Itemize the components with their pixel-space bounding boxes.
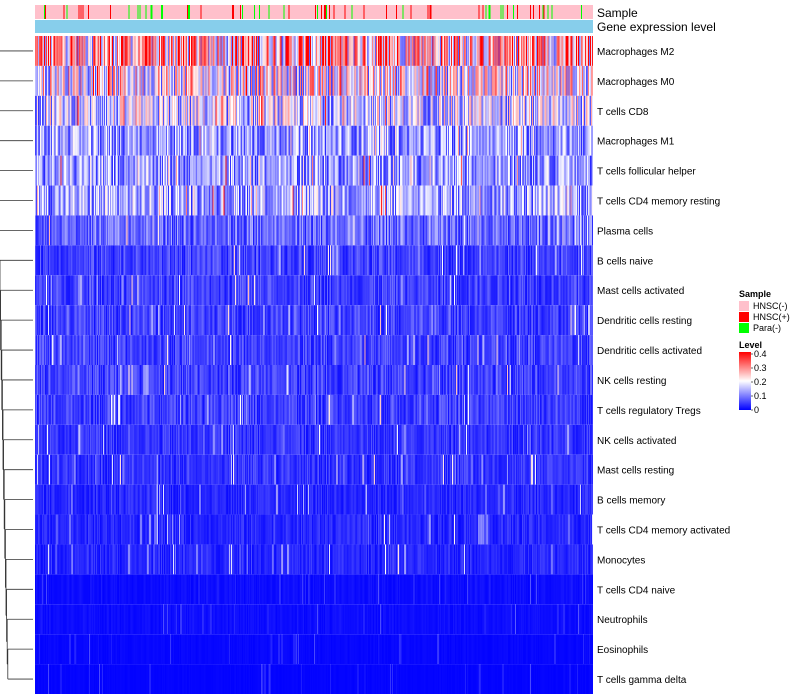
row-label: Plasma cells xyxy=(597,226,653,237)
row-label: Mast cells activated xyxy=(597,286,684,297)
heatmap-row-cells xyxy=(35,514,593,545)
heatmap-row-cells xyxy=(35,245,593,276)
level-annotation-bar xyxy=(35,20,593,33)
heatmap-row-cells xyxy=(35,484,593,515)
sample-annotation-cells xyxy=(35,5,593,19)
heatmap-row-cells xyxy=(35,305,593,336)
heatmap-row xyxy=(35,514,593,545)
legend-sample-swatch xyxy=(739,312,749,322)
row-label: T cells CD4 memory activated xyxy=(597,526,730,537)
row-label: Macrophages M2 xyxy=(597,47,675,58)
heatmap-row xyxy=(35,335,593,365)
row-label: Monocytes xyxy=(597,555,645,566)
heatmap-row xyxy=(35,185,593,216)
heatmap-row xyxy=(35,215,593,246)
heatmap-row-cells xyxy=(35,454,593,485)
heatmap-row xyxy=(35,275,593,306)
heatmap-row-cells xyxy=(35,125,593,156)
heatmap-row xyxy=(35,484,593,515)
row-label: Macrophages M0 xyxy=(597,77,675,88)
legend-sample-label: Para(-) xyxy=(753,323,781,333)
heatmap-row xyxy=(35,634,593,665)
heatmap-row xyxy=(35,65,593,96)
heatmap-row xyxy=(35,394,593,425)
sample-annotation-label: Sample xyxy=(597,6,638,20)
heatmap-row-cells xyxy=(35,335,593,365)
legend-sample-label: HNSC(+) xyxy=(753,312,790,322)
level-annotation-fill xyxy=(35,20,593,33)
row-label: Dendritic cells activated xyxy=(597,346,702,357)
heatmap-row-cells xyxy=(35,634,593,665)
heatmap-row-cells xyxy=(35,365,593,395)
heatmap-cells xyxy=(35,36,593,694)
row-label: T cells CD8 xyxy=(597,107,649,118)
heatmap-row xyxy=(35,544,593,575)
heatmap-row xyxy=(35,125,593,156)
legend-level-title: Level xyxy=(739,340,762,350)
heatmap-row xyxy=(35,155,593,186)
heatmap-row-cells xyxy=(35,185,593,216)
row-label: T cells CD4 naive xyxy=(597,585,676,596)
row-label: T cells CD4 memory resting xyxy=(597,197,720,208)
row-label: Neutrophils xyxy=(597,615,648,626)
legend-level-tick-label: 0.4 xyxy=(754,349,767,359)
legend-level-colorbar xyxy=(739,352,751,410)
heatmap-row-cells xyxy=(35,664,593,694)
heatmap-row xyxy=(35,664,593,694)
legend-sample-swatch xyxy=(739,301,749,311)
heatmap-row-cells xyxy=(35,544,593,575)
row-dendrogram xyxy=(0,50,33,680)
row-label: Dendritic cells resting xyxy=(597,316,692,327)
heatmap-row xyxy=(35,245,593,276)
row-label: T cells gamma delta xyxy=(597,675,687,686)
heatmap-row-cells xyxy=(35,574,593,605)
row-label: NK cells activated xyxy=(597,436,676,447)
heatmap-row xyxy=(35,424,593,455)
row-labels: Macrophages M2 Macrophages M0 T cells CD8 M… xyxy=(597,47,730,686)
heatmap-row-cells xyxy=(35,275,593,306)
heatmap-row-cells xyxy=(35,95,593,126)
heatmap-row-cells xyxy=(35,155,593,186)
heatmap-row xyxy=(35,36,593,66)
legend-level-tick-label: 0.1 xyxy=(754,391,767,401)
legend-sample-label: HNSC(-) xyxy=(753,301,788,311)
heatmap-row xyxy=(35,574,593,605)
heatmap-row-cells xyxy=(35,394,593,425)
sample-annotation-bar xyxy=(35,5,593,19)
heatmap-row-cells xyxy=(35,65,593,96)
heatmap-row-cells xyxy=(35,604,593,635)
legend-level-tick-label: 0 xyxy=(754,405,759,415)
level-annotation-label: Gene expression level xyxy=(597,20,716,34)
heatmap-row xyxy=(35,305,593,336)
legend-level-tick-label: 0.3 xyxy=(754,363,767,373)
row-label: T cells regulatory Tregs xyxy=(597,406,701,417)
legend: Sample HNSC(-)HNSC(+)Para(-) Level 0.4 0.… xyxy=(739,289,790,415)
legend-sample-swatch xyxy=(739,323,749,333)
legend-sample-title: Sample xyxy=(739,289,771,299)
row-label: Macrophages M1 xyxy=(597,137,675,148)
row-label: Eosinophils xyxy=(597,645,648,656)
row-label: B cells naive xyxy=(597,256,654,267)
legend-level-tick-label: 0.2 xyxy=(754,377,767,387)
heatmap-row-cells xyxy=(35,424,593,455)
row-label: T cells follicular helper xyxy=(597,167,696,178)
heatmap-row xyxy=(35,95,593,126)
row-label: B cells memory xyxy=(597,496,665,507)
heatmap-row xyxy=(35,365,593,395)
heatmap-row-cells xyxy=(35,215,593,246)
row-label: Mast cells resting xyxy=(597,466,674,477)
heatmap-row xyxy=(35,454,593,485)
heatmap-row xyxy=(35,604,593,635)
heatmap-row-cells xyxy=(35,36,593,66)
row-label: NK cells resting xyxy=(597,376,666,387)
